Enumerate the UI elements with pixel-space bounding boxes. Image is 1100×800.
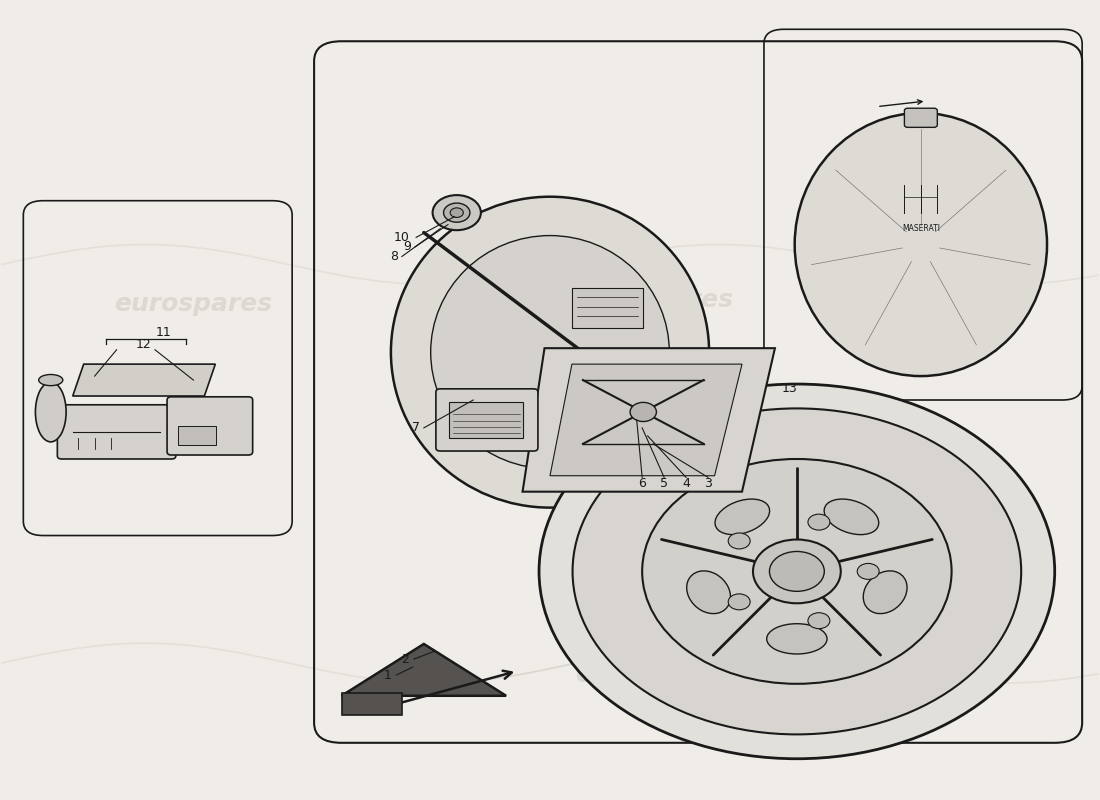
Text: 10: 10: [394, 231, 410, 244]
FancyBboxPatch shape: [904, 108, 937, 127]
Ellipse shape: [39, 374, 63, 386]
Text: 3: 3: [704, 478, 712, 490]
FancyBboxPatch shape: [57, 405, 176, 459]
Ellipse shape: [642, 459, 952, 684]
Circle shape: [807, 613, 829, 629]
FancyBboxPatch shape: [167, 397, 253, 455]
Circle shape: [443, 203, 470, 222]
Text: 1: 1: [384, 669, 392, 682]
Text: 6: 6: [638, 478, 646, 490]
Ellipse shape: [864, 571, 907, 614]
Polygon shape: [522, 348, 774, 492]
Text: eurospares: eurospares: [575, 288, 734, 312]
Text: 8: 8: [390, 250, 398, 263]
Circle shape: [450, 208, 463, 218]
Circle shape: [769, 551, 824, 591]
Ellipse shape: [539, 384, 1055, 758]
Bar: [449, 402, 522, 438]
Text: eurospares: eurospares: [575, 663, 734, 687]
Text: MASERATI: MASERATI: [902, 224, 939, 233]
Circle shape: [754, 539, 840, 603]
Ellipse shape: [572, 409, 1021, 734]
Ellipse shape: [824, 499, 879, 534]
Ellipse shape: [35, 382, 66, 442]
FancyBboxPatch shape: [436, 389, 538, 451]
Text: 2: 2: [402, 653, 409, 666]
Ellipse shape: [715, 499, 770, 534]
Text: 5: 5: [660, 478, 668, 490]
Polygon shape: [73, 364, 216, 396]
Polygon shape: [550, 364, 742, 476]
Text: 9: 9: [404, 241, 411, 254]
Bar: [178, 426, 217, 446]
Circle shape: [630, 402, 657, 422]
Circle shape: [857, 563, 879, 579]
Text: 12: 12: [136, 338, 152, 350]
Text: eurospares: eurospares: [114, 292, 273, 316]
Bar: [572, 288, 644, 328]
Ellipse shape: [794, 113, 1047, 376]
Circle shape: [807, 514, 829, 530]
Circle shape: [728, 533, 750, 549]
Ellipse shape: [686, 571, 730, 614]
Bar: [341, 693, 402, 715]
Text: 13: 13: [781, 382, 798, 394]
Ellipse shape: [767, 624, 827, 654]
Text: 4: 4: [682, 478, 690, 490]
Text: 7: 7: [412, 422, 420, 434]
Polygon shape: [341, 644, 506, 696]
Ellipse shape: [390, 197, 710, 508]
Ellipse shape: [431, 235, 669, 469]
Circle shape: [728, 594, 750, 610]
Circle shape: [432, 195, 481, 230]
Text: 11: 11: [156, 326, 172, 338]
